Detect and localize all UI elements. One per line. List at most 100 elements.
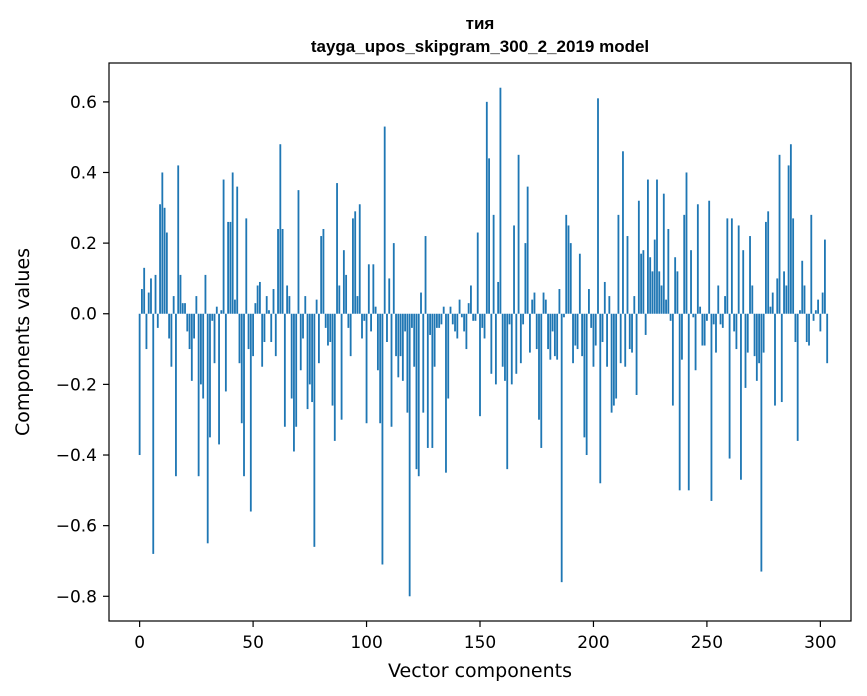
bar	[308, 313, 311, 385]
x-axis-label: Vector components	[388, 660, 572, 682]
bar	[590, 313, 593, 328]
bar	[227, 221, 230, 314]
bar	[592, 313, 595, 367]
bar	[383, 126, 386, 314]
bar	[730, 218, 733, 314]
y-tick-label: 0.6	[70, 93, 97, 113]
x-tick-label: 300	[804, 633, 836, 653]
bar	[145, 313, 148, 350]
bar	[524, 243, 527, 314]
bar	[322, 228, 325, 314]
bar	[569, 243, 572, 314]
bar	[243, 313, 245, 477]
bar	[721, 313, 724, 328]
bar	[653, 239, 656, 314]
bar	[558, 289, 561, 314]
bar	[535, 313, 538, 350]
bar	[628, 313, 631, 350]
bar	[467, 303, 470, 314]
bar	[531, 299, 534, 314]
bar	[656, 179, 658, 314]
bar	[603, 281, 606, 314]
bar	[376, 313, 379, 371]
bar	[597, 98, 599, 314]
bar	[692, 313, 695, 318]
bar	[765, 221, 767, 314]
bar	[249, 313, 252, 512]
bar	[622, 151, 624, 314]
bar	[751, 285, 754, 314]
bar	[633, 296, 636, 314]
y-tick-label: 0.0	[70, 305, 97, 325]
bar	[315, 299, 318, 314]
bar	[474, 313, 477, 321]
bar	[265, 296, 268, 314]
bar	[703, 313, 706, 346]
bar	[386, 313, 388, 342]
bar	[519, 313, 522, 364]
bar	[637, 200, 640, 314]
bar	[302, 313, 304, 339]
bar	[163, 207, 166, 314]
bar	[283, 313, 286, 427]
bar	[640, 253, 643, 314]
bar	[170, 313, 173, 367]
bar	[728, 313, 731, 459]
bar	[601, 313, 604, 342]
bar	[710, 313, 713, 501]
x-tick-label: 100	[350, 633, 382, 653]
bar	[553, 313, 556, 357]
bar	[211, 313, 214, 321]
bar	[224, 313, 227, 392]
bar	[445, 313, 447, 473]
bar	[776, 278, 779, 314]
bar	[154, 274, 157, 314]
bar	[814, 310, 817, 314]
bar	[333, 313, 336, 441]
bar	[150, 278, 152, 314]
bar	[342, 250, 345, 314]
bar	[206, 313, 209, 544]
bar	[805, 313, 808, 342]
bar	[429, 313, 431, 335]
bar	[209, 313, 211, 438]
bar	[179, 274, 182, 314]
y-tick-label: 0.4	[70, 163, 97, 183]
bar	[817, 299, 820, 314]
bar	[719, 313, 722, 325]
bar	[175, 313, 177, 477]
bar	[295, 313, 298, 427]
bar	[317, 313, 320, 364]
bar	[354, 211, 357, 314]
bar	[411, 313, 413, 328]
bar	[635, 313, 638, 395]
bar	[288, 296, 291, 314]
bar	[286, 285, 289, 314]
bar	[254, 303, 257, 314]
bar	[306, 313, 309, 410]
bar	[188, 313, 191, 350]
bar	[234, 299, 236, 314]
bar	[215, 306, 218, 314]
bar	[662, 193, 665, 314]
y-tick-label: 0.2	[70, 234, 97, 254]
bar	[438, 313, 441, 328]
bar	[701, 313, 704, 346]
bar	[399, 313, 402, 357]
bar	[245, 218, 248, 314]
bar	[186, 313, 189, 332]
bar	[685, 172, 688, 314]
bar	[631, 313, 633, 353]
bar	[767, 211, 770, 314]
bar	[574, 313, 577, 346]
bar	[420, 292, 422, 314]
bar	[449, 306, 452, 314]
bar	[706, 313, 708, 321]
bar	[451, 313, 454, 325]
bar	[479, 313, 481, 417]
bar	[159, 204, 161, 314]
bar	[560, 313, 563, 583]
bar	[470, 285, 472, 314]
bar	[501, 313, 504, 367]
bar	[213, 313, 216, 364]
